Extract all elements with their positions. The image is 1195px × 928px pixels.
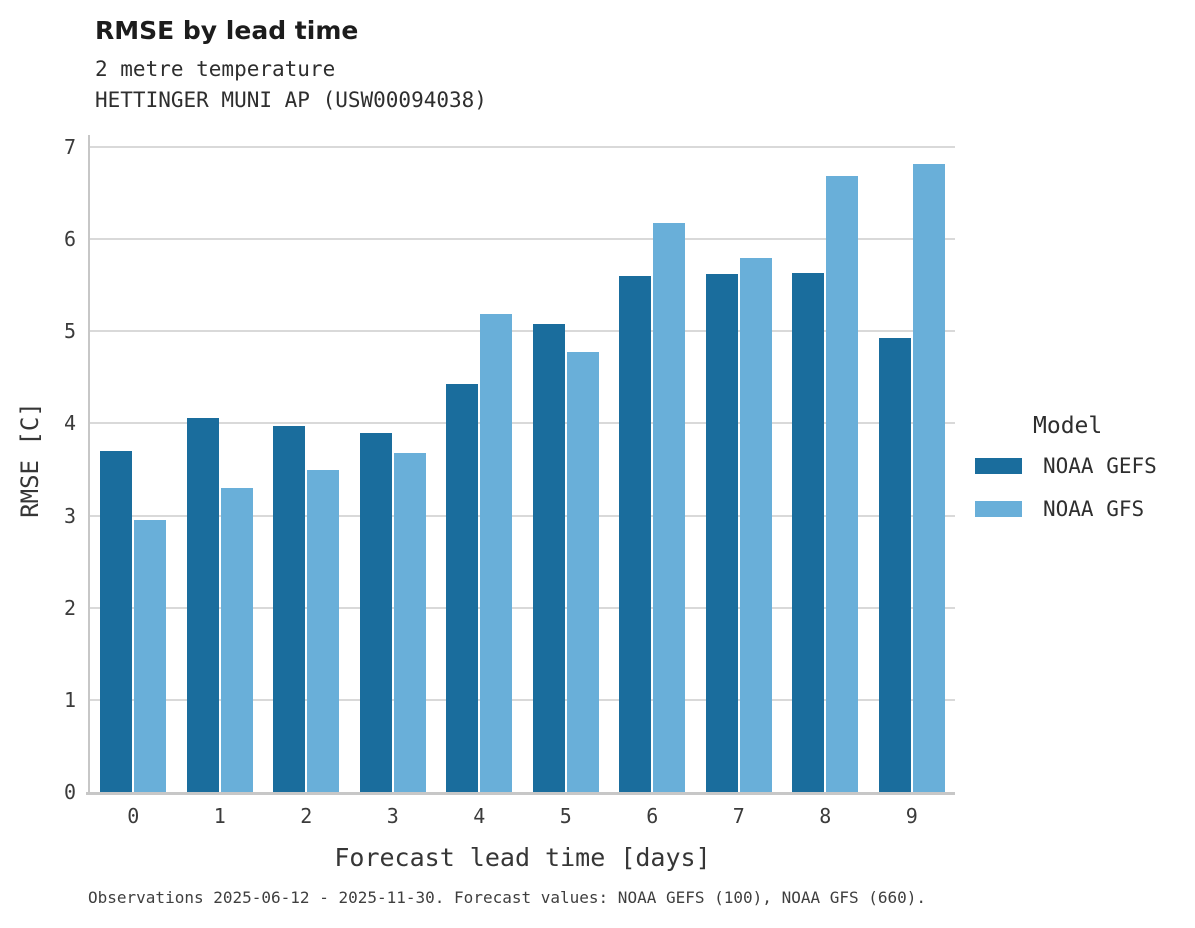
legend-swatch-icon [975, 501, 1022, 517]
y-axis-spine [88, 135, 90, 792]
bar-noaa-gfs-lead-9 [912, 163, 945, 792]
legend: Model NOAA GEFS NOAA GFS [975, 413, 1157, 540]
bar-group-lead-0 [90, 135, 177, 792]
y-tick-label-6: 6 [63, 227, 76, 252]
legend-label: NOAA GEFS [1043, 454, 1157, 478]
bars-container [90, 135, 955, 792]
y-tick-label-0: 0 [63, 780, 76, 804]
y-tick-label-2: 2 [63, 595, 76, 620]
gridline-y-4 [90, 422, 955, 425]
y-axis-tick-labels: 0 1 2 3 4 5 6 7 [40, 134, 76, 802]
y-tick-label-4: 4 [63, 411, 76, 436]
legend-label: NOAA GFS [1043, 497, 1145, 521]
bar-noaa-gefs-lead-2 [273, 426, 306, 792]
bar-noaa-gefs-lead-3 [359, 432, 392, 792]
x-tick-label-0: 0 [127, 804, 140, 828]
legend-swatch-icon [975, 458, 1022, 474]
gridline-y-3 [90, 514, 955, 517]
bar-noaa-gefs-lead-9 [878, 337, 911, 792]
bar-noaa-gefs-lead-7 [705, 274, 738, 792]
gridline-y-2 [90, 606, 955, 609]
bar-noaa-gefs-lead-5 [532, 323, 565, 792]
bar-group-lead-5 [523, 135, 610, 792]
x-axis-tick-labels: 0 1 2 3 4 5 6 7 8 9 [90, 804, 955, 828]
x-tick-label-3: 3 [386, 804, 399, 828]
bar-noaa-gfs-lead-3 [393, 452, 426, 792]
plot-area [86, 135, 955, 795]
bar-noaa-gfs-lead-5 [566, 351, 599, 792]
bar-noaa-gfs-lead-8 [826, 176, 859, 792]
y-tick-label-5: 5 [63, 319, 76, 344]
bar-group-lead-1 [177, 135, 264, 792]
x-tick-label-2: 2 [300, 804, 313, 828]
bar-noaa-gefs-lead-6 [619, 275, 652, 792]
gridline-y-7 [90, 145, 955, 148]
bar-noaa-gfs-lead-6 [653, 222, 686, 792]
y-tick-label-3: 3 [63, 503, 76, 528]
chart-title: RMSE by lead time [95, 16, 359, 45]
bar-group-lead-2 [263, 135, 350, 792]
x-tick-label-8: 8 [819, 804, 832, 828]
legend-item-noaa-gfs: NOAA GFS [975, 497, 1157, 521]
legend-item-noaa-gefs: NOAA GEFS [975, 454, 1157, 478]
bar-noaa-gfs-lead-2 [307, 469, 340, 792]
bar-noaa-gfs-lead-4 [480, 313, 513, 792]
bar-noaa-gfs-lead-0 [134, 520, 167, 792]
x-axis-title: Forecast lead time [days] [334, 843, 711, 872]
bar-noaa-gefs-lead-4 [446, 383, 479, 792]
bar-group-lead-4 [436, 135, 523, 792]
y-tick-label-1: 1 [63, 687, 76, 712]
bar-group-lead-8 [782, 135, 869, 792]
x-tick-label-7: 7 [732, 804, 745, 828]
x-axis-spine [86, 792, 955, 795]
bar-noaa-gfs-lead-1 [220, 487, 253, 792]
bar-group-lead-9 [869, 135, 956, 792]
legend-items: NOAA GEFS NOAA GFS [975, 454, 1157, 521]
bar-noaa-gefs-lead-0 [100, 451, 133, 792]
chart-subtitle-variable: 2 metre temperature [95, 57, 336, 81]
gridline-y-5 [90, 330, 955, 333]
bar-noaa-gfs-lead-7 [739, 257, 772, 792]
legend-title: Model [1033, 413, 1103, 439]
x-tick-label-9: 9 [905, 804, 918, 828]
bar-group-lead-3 [350, 135, 437, 792]
bar-group-lead-6 [609, 135, 696, 792]
chart-header: RMSE by lead time 2 metre temperature HE… [95, 16, 487, 116]
gridline-y-6 [90, 238, 955, 241]
x-tick-label-1: 1 [213, 804, 226, 828]
x-tick-label-4: 4 [473, 804, 486, 828]
bar-noaa-gefs-lead-1 [186, 417, 219, 792]
chart-subtitle-station: HETTINGER MUNI AP (USW00094038) [95, 88, 487, 112]
x-tick-label-6: 6 [646, 804, 659, 828]
bar-group-lead-7 [696, 135, 783, 792]
bar-noaa-gefs-lead-8 [792, 273, 825, 792]
caption: Observations 2025-06-12 - 2025-11-30. Fo… [88, 888, 927, 907]
gridline-y-1 [90, 698, 955, 701]
x-tick-label-5: 5 [559, 804, 572, 828]
y-tick-label-7: 7 [63, 134, 76, 159]
